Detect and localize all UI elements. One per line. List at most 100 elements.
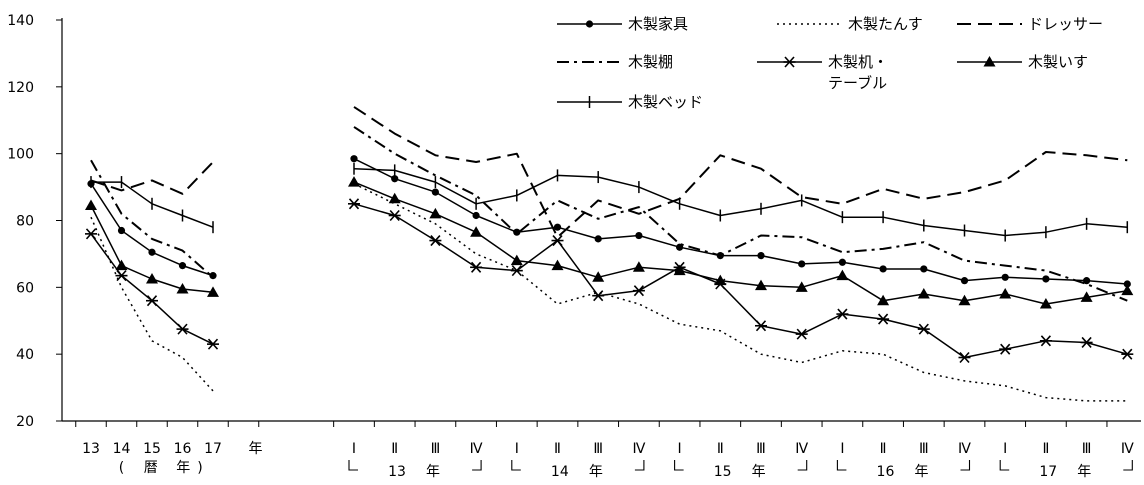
- year-group-label: 14: [551, 464, 569, 480]
- marker-asterisk: [510, 265, 523, 277]
- marker-circle: [594, 235, 602, 243]
- tick-labels: 20 40 60 80 100 120 140 13 14 15 16 17 年 (暦 年) Ⅰ Ⅱ Ⅲ Ⅳ Ⅰ Ⅱ Ⅲ Ⅳ…: [7, 13, 1134, 480]
- y-tick-label: 100: [7, 147, 34, 163]
- quarter-x-label: Ⅳ: [795, 441, 808, 457]
- marker-asterisk: [755, 320, 767, 332]
- quarter-x-label: Ⅲ: [1082, 441, 1092, 457]
- annual-x-label: 15: [143, 441, 161, 457]
- marker-circle: [178, 262, 187, 270]
- marker-triangle: [207, 286, 219, 297]
- annual-caption-text: 暦: [144, 460, 158, 476]
- year-bracket-right: [634, 460, 645, 471]
- marker-asterisk-stroke: [878, 313, 889, 325]
- quarter-x-label: Ⅳ: [470, 441, 483, 457]
- marker-circle: [585, 20, 594, 28]
- legend-item-4: 木製棚: [557, 53, 673, 71]
- year-bracket-left: [674, 460, 684, 471]
- quarter-x-label: Ⅲ: [593, 441, 603, 457]
- marker-asterisk-stroke: [784, 56, 795, 68]
- marker-triangle: [1039, 298, 1052, 309]
- series-6: [85, 176, 1134, 309]
- marker-triangle: [551, 259, 564, 271]
- marker-asterisk: [1039, 335, 1052, 347]
- marker-circle: [148, 248, 156, 256]
- legend-label: 木製いす: [1028, 53, 1088, 71]
- legend-item-3: ドレッサー: [957, 15, 1103, 33]
- marker-circle: [757, 251, 765, 260]
- y-tick-label: 140: [7, 13, 34, 29]
- marker-triangle: [999, 288, 1012, 299]
- marker-triangle: [877, 294, 890, 306]
- annual-caption-text: ): [197, 460, 202, 476]
- series-5: [85, 198, 1134, 364]
- quarter-x-label: Ⅰ: [840, 441, 844, 457]
- year-bracket-left: [999, 460, 1010, 471]
- marker-asterisk: [146, 295, 158, 307]
- marker-asterisk-stroke: [177, 323, 188, 335]
- quarter-x-label: Ⅰ: [352, 441, 356, 457]
- marker-triangle: [388, 192, 401, 204]
- series-1: [87, 155, 1131, 288]
- year-bracket-right: [1123, 460, 1133, 471]
- marker-triangle: [1121, 284, 1134, 296]
- marker-asterisk-stroke: [959, 351, 970, 364]
- quarter-x-label: Ⅱ: [1042, 441, 1049, 457]
- quarter-x-label: Ⅲ: [756, 441, 766, 457]
- marker-circle: [472, 211, 480, 220]
- marker-triangle: [632, 261, 645, 272]
- annual-caption-text: 年: [176, 460, 190, 476]
- marker-triangle: [958, 294, 971, 306]
- marker-asterisk: [85, 228, 97, 240]
- marker-asterisk: [783, 56, 796, 68]
- legend-label: 木製ベッド: [628, 93, 703, 111]
- quarter-x-label: Ⅲ: [431, 441, 441, 457]
- series-2: [90, 183, 1128, 402]
- marker-circle: [513, 228, 521, 236]
- marker-triangle: [983, 56, 996, 67]
- marker-asterisk: [592, 290, 605, 302]
- marker-asterisk: [207, 338, 219, 350]
- quarter-x-label: Ⅰ: [1003, 441, 1007, 457]
- marker-triangle: [470, 226, 483, 237]
- marker-circle: [431, 188, 439, 196]
- series-7: [90, 162, 1129, 242]
- y-tick-label: 60: [16, 280, 34, 296]
- quarter-x-label: Ⅰ: [678, 441, 682, 457]
- series-line-quarterly: [353, 158, 1128, 285]
- marker-asterisk: [999, 343, 1012, 355]
- marker-circle: [553, 223, 562, 231]
- marker-asterisk: [958, 351, 971, 364]
- marker-asterisk: [632, 285, 645, 297]
- annual-caption-text: (: [119, 460, 124, 476]
- marker-asterisk: [551, 235, 564, 247]
- marker-asterisk-stroke: [593, 290, 604, 302]
- marker-asterisk-stroke: [471, 261, 482, 273]
- year-group-unit: 年: [752, 464, 766, 480]
- year-group-unit: 年: [589, 464, 603, 480]
- marker-triangle: [755, 279, 767, 291]
- series-line-quarterly: [353, 181, 1128, 305]
- marker-triangle: [348, 176, 360, 187]
- legend-item-7: 木製ベッド: [557, 93, 703, 111]
- marker-asterisk-stroke: [918, 323, 929, 335]
- marker-circle: [635, 231, 643, 240]
- series-line-quarterly: [353, 126, 1128, 302]
- year-bracket-left: [511, 460, 521, 471]
- series-line-quarterly: [353, 183, 1128, 402]
- year-group-unit: 年: [914, 464, 928, 480]
- annual-unit-label: 年: [249, 441, 263, 457]
- quarter-x-label: Ⅳ: [1121, 441, 1134, 457]
- marker-asterisk-stroke: [552, 235, 563, 247]
- annual-x-label: 17: [204, 441, 222, 457]
- marker-circle: [960, 277, 969, 285]
- marker-circle: [879, 265, 887, 273]
- marker-asterisk: [176, 323, 189, 335]
- quarter-x-label: Ⅱ: [717, 441, 724, 457]
- series-4: [90, 126, 1128, 302]
- marker-asterisk-stroke: [796, 328, 807, 340]
- year-bracket-left: [836, 460, 847, 471]
- legend-label: 木製たんす: [848, 15, 923, 33]
- marker-triangle: [146, 272, 158, 284]
- marker-triangle: [115, 259, 128, 271]
